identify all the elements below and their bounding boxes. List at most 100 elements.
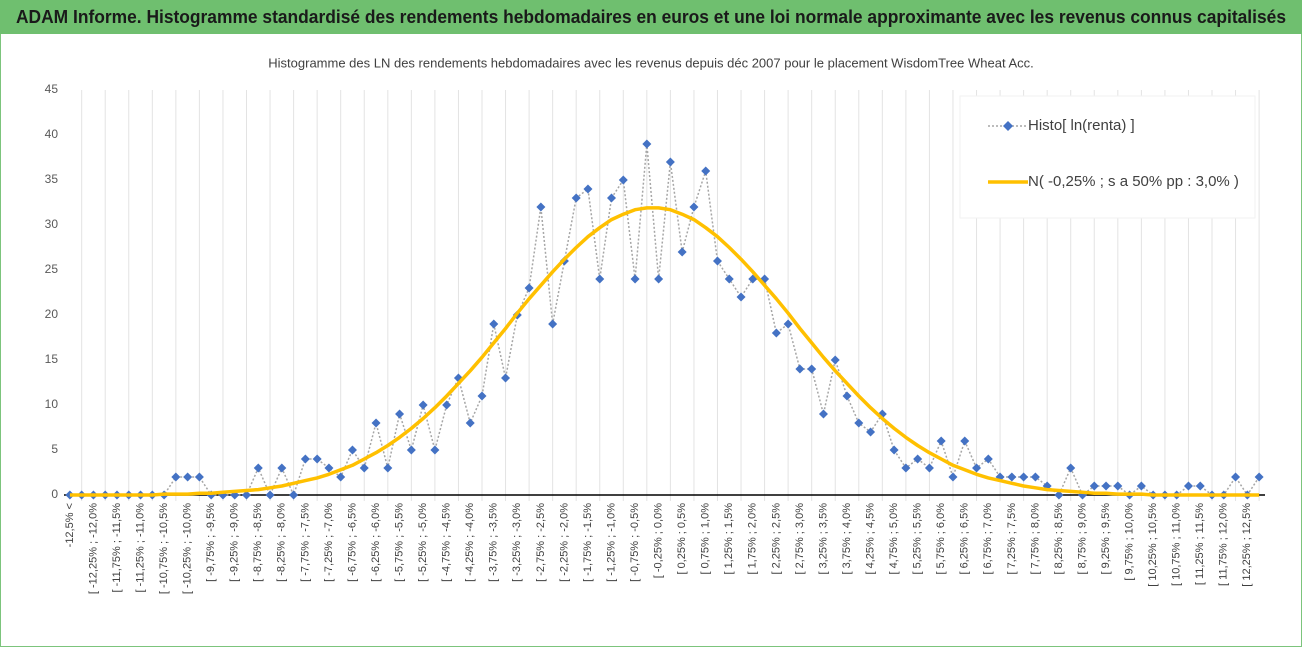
point-marker [289, 490, 299, 500]
x-tick-label: [ -6,75% ; -6,5% [346, 503, 358, 582]
x-tick-label: [ -3,75% ; -3,5% [488, 503, 500, 582]
point-marker [489, 319, 499, 329]
point-marker [618, 175, 628, 185]
point-marker [183, 472, 193, 482]
point-marker [924, 463, 934, 473]
x-tick-label: [ -12,25% ; -12,0% [87, 503, 99, 594]
x-tick-label: [ 2,25% ; 2,5% [770, 503, 782, 575]
x-tick-label: [ 6,75% ; 7,0% [982, 503, 994, 575]
point-marker [595, 274, 605, 284]
point-marker [795, 364, 805, 374]
point-marker [677, 247, 687, 257]
point-marker [889, 445, 899, 455]
title-bar [0, 0, 1302, 34]
point-marker [465, 418, 475, 428]
y-tick-label: 40 [45, 127, 59, 141]
y-tick-label: 5 [51, 442, 58, 456]
series-line [69, 206, 1260, 497]
point-marker [701, 166, 711, 176]
point-marker [1030, 472, 1040, 482]
x-tick-label: [ 3,25% ; 3,5% [817, 503, 829, 575]
point-marker [501, 373, 511, 383]
point-marker [1231, 472, 1241, 482]
point-marker [442, 400, 452, 410]
point-marker [324, 463, 334, 473]
point-marker [277, 463, 287, 473]
x-tick-label: [ 9,25% ; 9,5% [1100, 503, 1112, 575]
point-marker [583, 184, 593, 194]
x-tick-label: [ -2,75% ; -2,5% [535, 503, 547, 582]
point-marker [724, 274, 734, 284]
x-tick-label: [ 0,75% ; 1,0% [700, 503, 712, 575]
x-tick-label: [ 3,75% ; 4,0% [841, 503, 853, 575]
point-marker [1136, 481, 1146, 491]
point-marker [1183, 481, 1193, 491]
point-marker [736, 292, 746, 302]
x-tick-label: [ -11,25% ; -11,0% [134, 503, 146, 593]
point-marker [383, 463, 393, 473]
y-tick-label: 25 [45, 262, 59, 276]
point-marker [983, 454, 993, 464]
point-marker [1195, 481, 1205, 491]
point-marker [171, 472, 181, 482]
chart-subtitle: Histogramme des LN des rendements hebdom… [268, 55, 1033, 70]
x-tick-label: [ 7,25% ; 7,5% [1006, 503, 1018, 575]
legend-label: Histo[ ln(renta) ] [1028, 117, 1135, 134]
y-tick-label: 45 [45, 82, 59, 96]
legend-label: N( -0,25% ; s a 50% pp : 3,0% ) [1028, 173, 1239, 190]
point-marker [1066, 463, 1076, 473]
x-tick-label: [ -4,25% ; -4,0% [464, 503, 476, 582]
point-marker [571, 193, 581, 203]
point-marker [901, 463, 911, 473]
legend-box [959, 95, 1256, 219]
point-marker [1089, 481, 1099, 491]
point-marker [783, 319, 793, 329]
x-tick-label: [ -3,25% ; -3,0% [511, 503, 523, 582]
point-marker [548, 319, 558, 329]
point-marker [607, 193, 617, 203]
x-tick-label: [ -1,25% ; -1,0% [605, 503, 617, 582]
x-tick-label: [ 6,25% ; 6,5% [959, 503, 971, 575]
point-marker [1254, 472, 1264, 482]
legend-swatch-marker [1003, 121, 1013, 131]
x-tick-label: [ 5,25% ; 5,5% [912, 503, 924, 575]
x-tick-label: [ -0,75% ; -0,5% [629, 503, 641, 582]
x-tick-label: [ 2,75% ; 3,0% [794, 503, 806, 575]
point-marker [948, 472, 958, 482]
x-tick-label: [ -8,75% ; -8,5% [252, 503, 264, 582]
point-marker [960, 436, 970, 446]
point-marker [654, 274, 664, 284]
point-marker [194, 472, 204, 482]
y-tick-label: 10 [45, 397, 59, 411]
x-tick-label: [ 1,25% ; 1,5% [723, 503, 735, 575]
x-tick-label: [ 8,75% ; 9,0% [1076, 503, 1088, 575]
x-tick-label: [ 4,25% ; 4,5% [864, 503, 876, 575]
x-tick-label: [ 4,75% ; 5,0% [888, 503, 900, 575]
x-tick-label: [ -10,25% ; -10,0% [182, 503, 194, 594]
point-marker [406, 445, 416, 455]
x-tick-label: [ -7,75% ; -7,5% [299, 503, 311, 582]
point-marker [242, 490, 252, 500]
x-tick-label: [ -1,75% ; -1,5% [582, 503, 594, 582]
x-tick-label: [ -11,75% ; -11,5% [111, 503, 123, 593]
point-marker [1007, 472, 1017, 482]
point-marker [972, 463, 982, 473]
point-marker [712, 256, 722, 266]
x-tick-label: [ 8,25% ; 8,5% [1053, 503, 1065, 575]
point-marker [771, 328, 781, 338]
point-marker [866, 427, 876, 437]
x-tick-label: -12,5% < [64, 503, 76, 547]
point-marker [524, 283, 534, 293]
x-tick-label: [ 10,75% ; 11,0% [1171, 503, 1183, 586]
x-tick-label: [ -9,75% ; -9,5% [205, 503, 217, 582]
point-marker [830, 355, 840, 365]
x-tick-label: [ -5,25% ; -5,0% [417, 503, 429, 582]
x-tick-label: [ -8,25% ; -8,0% [276, 503, 288, 582]
point-marker [347, 445, 357, 455]
x-tick-label: [ 10,25% ; 10,5% [1147, 503, 1159, 587]
point-marker [642, 139, 652, 149]
x-tick-label: [ 12,25% ; 12,5% [1241, 503, 1253, 587]
point-marker [312, 454, 322, 464]
x-tick-label: [ 11,25% ; 11,5% [1194, 503, 1206, 585]
